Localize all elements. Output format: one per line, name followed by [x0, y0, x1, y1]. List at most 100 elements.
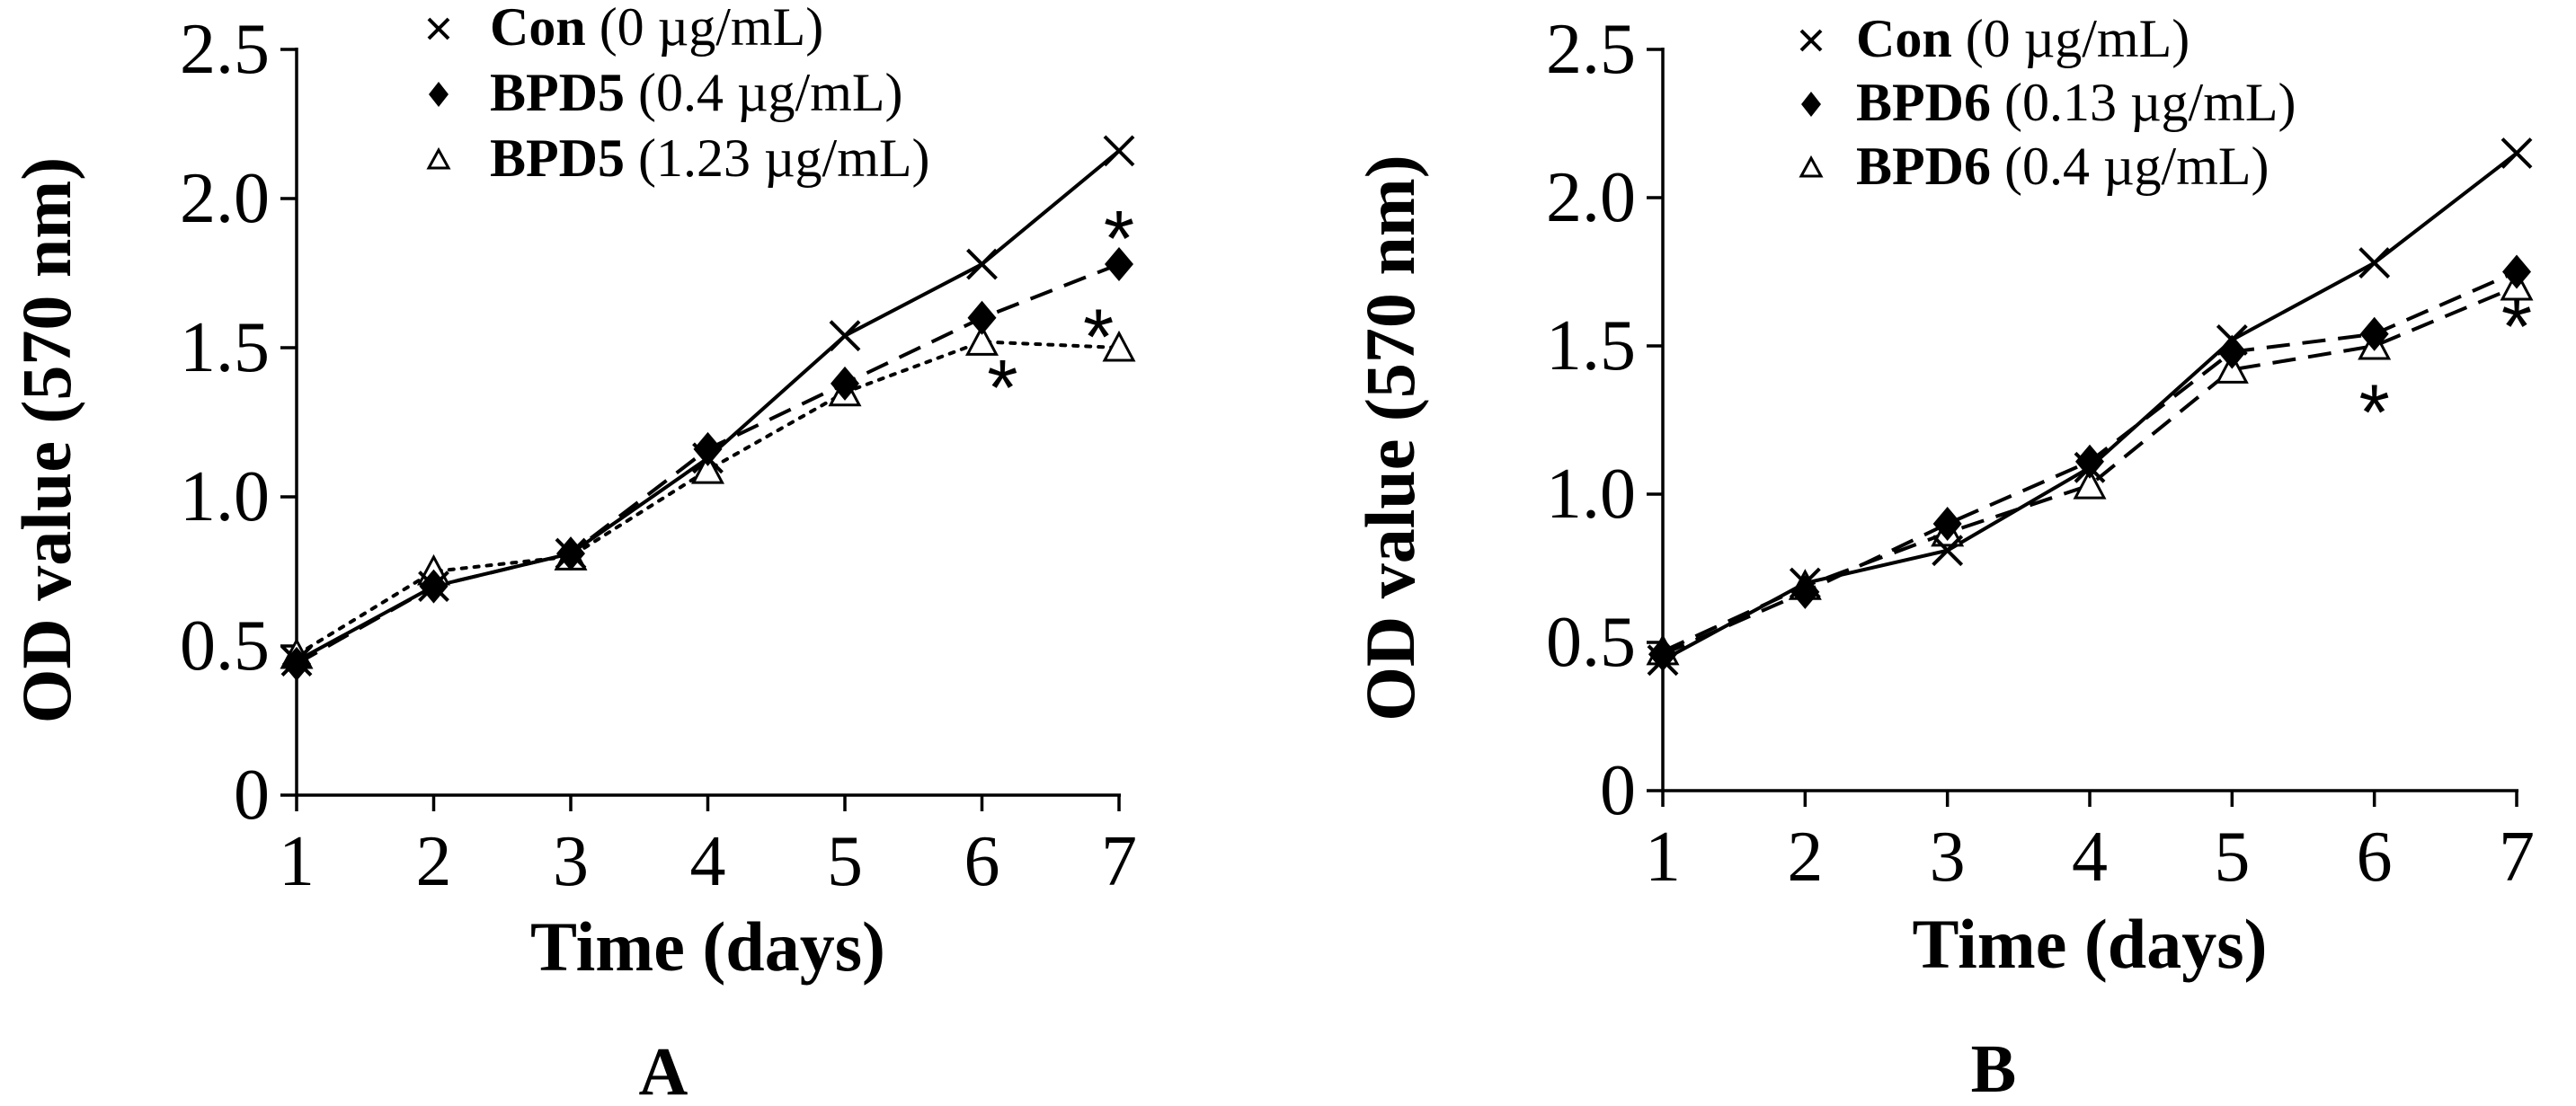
- legend-marker-diamond: [429, 82, 449, 107]
- legend-entry: Con (0 µg/mL): [490, 0, 823, 57]
- y-axis-label: OD value (570 nm): [7, 157, 85, 723]
- legend-marker-triangle: [1799, 155, 1824, 178]
- cross-stroke: [2500, 137, 2533, 169]
- legend-concentration: (0.4 µg/mL): [1991, 137, 2270, 196]
- cross-stroke: [2074, 451, 2106, 483]
- x-tick-label: 6: [2357, 818, 2393, 897]
- data-point-cross: [2500, 137, 2533, 169]
- data-point-triangle: [1102, 330, 1136, 362]
- data-point-diamond: [693, 431, 723, 466]
- legend-marker-cross: [1799, 29, 1823, 52]
- legend-marker-triangle: [426, 146, 451, 170]
- legend-entry: Con (0 µg/mL): [1856, 9, 2190, 68]
- y-tick-label: 2.5: [1546, 10, 1636, 89]
- panel-label: B: [1971, 1031, 2017, 1106]
- x-tick-label: 2: [416, 822, 452, 901]
- y-tick-label: 0: [1600, 751, 1636, 830]
- legend-concentration: (1.23 µg/mL): [625, 128, 930, 188]
- legend-series-name: BPD6: [1856, 73, 1991, 132]
- data-point-diamond: [2217, 334, 2247, 369]
- data-point-cross: [966, 248, 998, 280]
- legend-concentration: (0.4 µg/mL): [625, 63, 903, 122]
- panel-label: A: [639, 1034, 688, 1106]
- data-point-cross: [2358, 247, 2391, 279]
- y-axis-label: OD value (570 nm): [1351, 155, 1429, 721]
- legend-entry: BPD6 (0.4 µg/mL): [1856, 137, 2270, 196]
- x-tick-label: 4: [690, 822, 726, 901]
- data-point-cross: [1103, 135, 1135, 167]
- legend-entry: BPD6 (0.13 µg/mL): [1856, 73, 2296, 132]
- legend-marker-cross: [427, 17, 450, 40]
- x-tick-label: 7: [1101, 822, 1137, 901]
- x-tick-label: 4: [2072, 818, 2108, 897]
- x-tick-label: 5: [2214, 818, 2250, 897]
- data-point-diamond: [1648, 637, 1677, 672]
- legend-concentration: (0 µg/mL): [586, 0, 824, 57]
- cross-stroke: [418, 571, 449, 603]
- x-tick-label: 3: [1930, 818, 1966, 897]
- y-tick-label: 2.5: [180, 10, 270, 89]
- data-point-cross: [2074, 451, 2106, 483]
- x-tick-label: 7: [2499, 818, 2535, 897]
- cross-stroke: [280, 645, 313, 677]
- data-point-diamond: [1105, 247, 1133, 282]
- y-tick-label: 2.0: [1546, 158, 1636, 237]
- legend-series-name: BPD5: [490, 128, 625, 188]
- significance-star: *: [987, 343, 1017, 432]
- legend-concentration: (0.13 µg/mL): [1991, 73, 2296, 132]
- panel-a-chart: 0 0.5 1.0 1.5 2.0 2.5 1 2 3 4 5 6 7 OD value (570 nm)…: [7, 0, 1137, 1106]
- cross-stroke: [1647, 644, 1679, 677]
- y-tick-label: 1.5: [1546, 306, 1636, 385]
- data-point-diamond: [831, 366, 859, 401]
- legend-marker-diamond: [1801, 92, 1821, 117]
- significance-star: *: [2359, 367, 2390, 456]
- cross-stroke: [692, 442, 724, 474]
- data-point-cross: [1932, 535, 1964, 567]
- data-point-cross: [2216, 323, 2248, 356]
- panel-b-chart: 0 0.5 1.0 1.5 2.0 2.5 1 2 3 4 5 6 7 OD value (570 nm)…: [1351, 9, 2535, 1106]
- legend-entry: BPD5 (1.23 µg/mL): [490, 128, 930, 188]
- legend-series-name: Con: [490, 0, 586, 57]
- x-tick-label: 5: [827, 822, 863, 901]
- cross-stroke: [829, 320, 861, 352]
- significance-star: *: [1104, 194, 1134, 283]
- x-tick-label: 6: [964, 822, 1000, 901]
- cross-stroke: [427, 17, 450, 40]
- y-tick-label: 2.0: [180, 159, 270, 238]
- data-point-diamond: [2075, 444, 2104, 479]
- significance-star: *: [2501, 281, 2532, 370]
- significance-star: *: [1083, 292, 1114, 381]
- data-point-diamond: [1790, 574, 1820, 609]
- data-point-triangle: [691, 452, 724, 484]
- legend-entry: BPD5 (0.4 µg/mL): [490, 63, 903, 122]
- x-tick-label: 1: [279, 822, 315, 901]
- data-point-cross: [692, 442, 724, 474]
- data-point-cross: [1789, 567, 1821, 599]
- y-tick-label: 0: [234, 756, 270, 835]
- data-point-triangle: [965, 324, 999, 356]
- x-tick-label: 1: [1645, 818, 1681, 897]
- x-axis-label: Time (days): [1912, 905, 2267, 983]
- data-point-cross: [418, 571, 449, 603]
- legend-series-name: Con: [1856, 9, 1952, 68]
- data-point-diamond: [2359, 316, 2389, 351]
- data-point-diamond: [1932, 507, 1962, 541]
- cross-stroke: [555, 537, 587, 570]
- y-tick-label: 1.5: [180, 308, 270, 387]
- y-tick-label: 0.5: [1546, 603, 1636, 682]
- y-tick-label: 0.5: [180, 606, 270, 686]
- cross-stroke: [2216, 323, 2248, 356]
- cross-stroke: [1932, 535, 1964, 567]
- cross-stroke: [1789, 567, 1821, 599]
- data-point-cross: [280, 645, 313, 677]
- data-point-triangle: [2073, 467, 2107, 500]
- cross-stroke: [1799, 29, 1823, 52]
- data-point-cross: [1647, 644, 1679, 677]
- data-point-cross: [829, 320, 861, 352]
- x-tick-label: 2: [1787, 818, 1823, 897]
- x-axis-label: Time (days): [530, 907, 885, 986]
- data-point-diamond: [967, 300, 997, 335]
- y-tick-label: 1.0: [1546, 455, 1636, 534]
- cross-stroke: [1103, 135, 1135, 167]
